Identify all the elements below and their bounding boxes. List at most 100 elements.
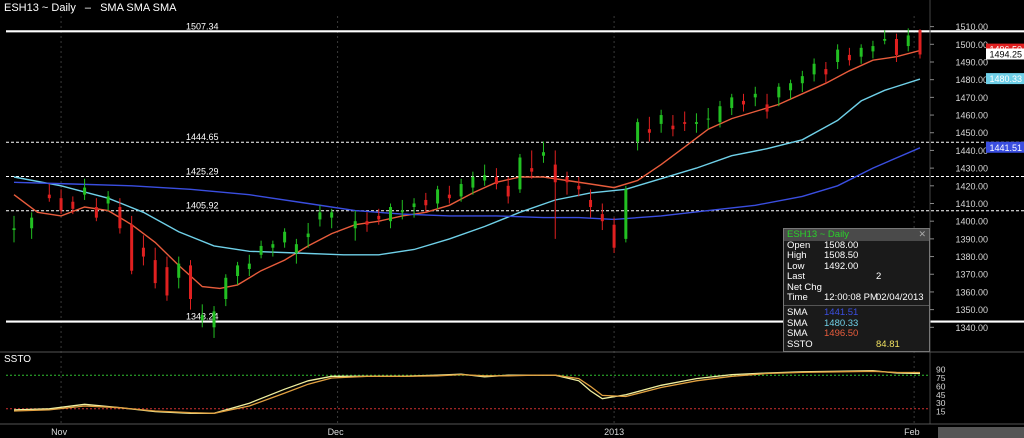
up-candle <box>12 215 16 243</box>
candle-body <box>83 187 87 195</box>
price-tag-box <box>986 48 1024 60</box>
down-candle <box>447 185 451 204</box>
candle-body <box>494 176 498 185</box>
time-tick-label: Feb <box>904 427 920 437</box>
price-tick-label: 1450.00 <box>955 128 988 138</box>
candle-body <box>612 224 616 248</box>
up-candle <box>836 44 840 70</box>
down-candle <box>589 189 593 218</box>
up-candle <box>694 113 698 133</box>
price-tag-box <box>986 73 1024 85</box>
info-sma2-row: SMA 1480.33 <box>787 317 859 329</box>
up-candle <box>906 28 910 52</box>
up-candle <box>718 100 722 128</box>
sma-line-mid <box>13 78 921 256</box>
info-last-row: Last 2 <box>787 271 882 283</box>
price-tick-label: 1340.00 <box>955 323 988 333</box>
price-tick-label: 1500.00 <box>955 40 988 50</box>
down-candle <box>565 171 569 195</box>
up-candle <box>247 254 251 277</box>
candle-body <box>71 201 75 209</box>
down-candle <box>894 33 898 62</box>
up-candle <box>812 58 816 82</box>
candle-body <box>647 129 651 133</box>
price-tick-label: 1360.00 <box>955 287 988 297</box>
up-candle <box>271 240 275 257</box>
time-tick-label: 2013 <box>604 427 624 437</box>
candle-body <box>706 118 710 120</box>
price-tag-label: 1480.33 <box>989 74 1022 84</box>
price-axis: 1340.00 1350.00 1360.00 1370.00 1380.00 1390.… <box>929 0 988 424</box>
up-candle <box>177 256 181 289</box>
down-candle <box>671 115 675 137</box>
candle-body <box>683 122 687 124</box>
data-window[interactable]: ESH13 ~ Daily ✕ Open 1508.00 High 1508.5… <box>783 228 930 352</box>
candle-body <box>306 233 310 238</box>
up-candle <box>706 107 710 130</box>
close-icon[interactable]: ✕ <box>918 229 926 239</box>
info-sma1-row: SMA 1441.51 <box>787 307 859 319</box>
candle-body <box>30 217 34 229</box>
up-candle <box>106 191 110 211</box>
up-candle <box>212 306 216 338</box>
candle-body <box>506 185 510 197</box>
down-candle <box>424 192 428 213</box>
up-candle <box>330 208 334 229</box>
down-candle <box>530 150 534 179</box>
candle-body <box>730 97 734 108</box>
down-candle <box>94 198 98 222</box>
up-candle <box>518 153 522 193</box>
candle-body <box>365 221 369 225</box>
candle-body <box>541 152 545 156</box>
up-candle <box>30 212 34 239</box>
data-window-title[interactable]: ESH13 ~ Daily ✕ <box>784 229 929 241</box>
candle-body <box>483 175 487 181</box>
down-candle <box>600 203 604 231</box>
candle-body <box>200 314 204 321</box>
down-candle <box>365 212 369 232</box>
up-candle <box>636 118 640 151</box>
candle-body <box>294 244 298 254</box>
info-time-row: Time 12:00:08 PM 02/04/2013 <box>787 291 924 303</box>
candle-body <box>400 210 404 213</box>
candle-body <box>94 207 98 218</box>
down-candle <box>577 176 581 197</box>
down-candle <box>506 176 510 204</box>
down-candle <box>612 217 616 254</box>
down-candle <box>59 189 63 215</box>
symbol-label[interactable]: ESH13 ~ Daily <box>4 2 76 14</box>
time-tick-label: Nov <box>51 427 68 437</box>
candle-body <box>694 122 698 124</box>
candle-body <box>742 100 746 105</box>
horizontal-scrollbar[interactable] <box>938 427 1024 438</box>
up-candle <box>753 86 757 107</box>
up-candle <box>471 171 475 195</box>
studies-label[interactable]: SMA SMA SMA <box>100 2 177 14</box>
price-tag-label: 1494.25 <box>989 49 1022 59</box>
down-candle <box>847 47 851 66</box>
down-candle <box>553 150 557 239</box>
candle-body <box>824 69 828 75</box>
candle-body <box>471 176 475 188</box>
down-candle <box>377 208 381 225</box>
down-candle <box>824 61 828 84</box>
up-candle <box>83 178 87 200</box>
candle-body <box>224 277 228 300</box>
candle-body <box>424 199 428 206</box>
price-tick-label: 1350.00 <box>955 305 988 315</box>
candle-body <box>283 231 287 243</box>
price-tick-label: 1510.00 <box>955 22 988 32</box>
candle-body <box>118 207 122 229</box>
down-candle <box>647 116 651 142</box>
candle-body <box>459 184 463 197</box>
ssto-tick-label: 45 <box>936 390 946 400</box>
up-candle <box>294 238 298 264</box>
candle-body <box>130 224 134 271</box>
level-label: 1507.34 <box>186 21 219 31</box>
candle-body <box>553 164 557 183</box>
minimize-icon[interactable]: – <box>84 2 92 14</box>
down-candle <box>153 247 157 289</box>
candle-body <box>106 196 110 204</box>
